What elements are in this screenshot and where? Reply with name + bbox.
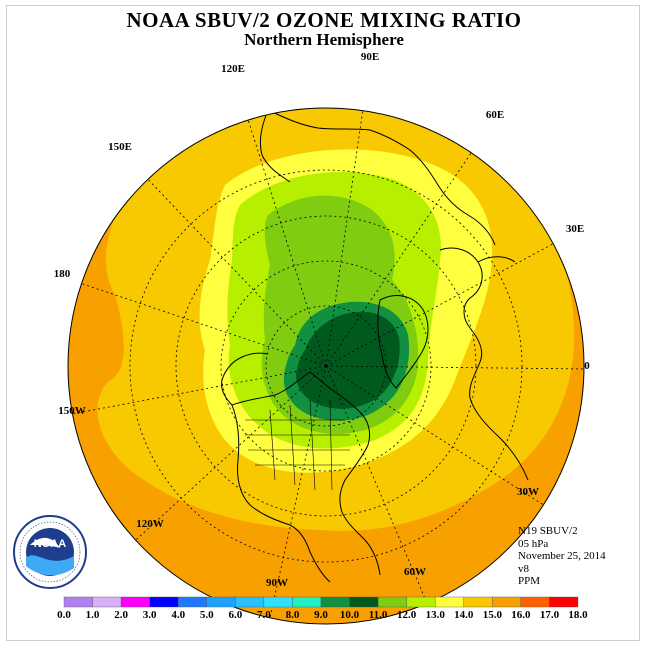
- longitude-label: 60W: [404, 566, 426, 578]
- coast-greenland: [377, 295, 429, 389]
- meridian-line: [72, 365, 327, 415]
- longitude-label: 150E: [108, 141, 132, 153]
- longitude-label: 30E: [566, 223, 584, 235]
- map-outline: [67, 107, 585, 625]
- coast-europe-africa: [439, 247, 529, 481]
- contour-darkest-green: [296, 311, 400, 409]
- instrument-label: N19 SBUV/2: [518, 525, 578, 537]
- ozone-field: [68, 108, 584, 624]
- pressure-level-label: 05 hPa: [518, 537, 549, 550]
- meridian-line: [325, 243, 554, 367]
- meridian-line: [325, 365, 584, 370]
- meridian-line: [325, 152, 472, 367]
- unit-label: PPM: [518, 575, 541, 587]
- coast-alaska: [221, 352, 269, 406]
- meridian-line: [147, 179, 327, 367]
- map-subtitle: Northern Hemisphere: [244, 30, 404, 49]
- meridian-line: [81, 283, 327, 367]
- longitude-label: 150W: [58, 405, 86, 417]
- longitude-label: 120W: [136, 518, 164, 530]
- longitude-label: 0: [584, 360, 590, 372]
- meridian-line: [325, 110, 364, 367]
- meridian-line: [247, 119, 327, 367]
- longitude-label: 120E: [221, 63, 245, 75]
- version-label: v8: [518, 562, 529, 575]
- longitude-label: 30W: [517, 486, 539, 498]
- product-info: N19 SBUV/2 05 hPa November 25, 2014 v8 P…: [518, 525, 606, 588]
- meridian-line: [269, 365, 327, 618]
- graticule: [72, 110, 584, 618]
- longitude-label: 60E: [486, 109, 504, 121]
- longitude-label: 180: [54, 268, 71, 280]
- date-label: November 25, 2014: [518, 550, 606, 562]
- meridian-line: [325, 365, 544, 506]
- state-boundaries: [245, 399, 350, 491]
- figure-frame: [6, 5, 640, 641]
- map-title: NOAA SBUV/2 OZONE MIXING RATIO: [126, 8, 522, 32]
- longitude-label: 90W: [266, 577, 288, 589]
- longitude-label: 90E: [361, 51, 379, 63]
- meridian-line: [135, 365, 327, 541]
- coast-north-america: [231, 371, 381, 583]
- longitude-labels: 90E 60E 30E 0 30W 60W 90W 120W 150W 180 150E 120E: [54, 51, 591, 589]
